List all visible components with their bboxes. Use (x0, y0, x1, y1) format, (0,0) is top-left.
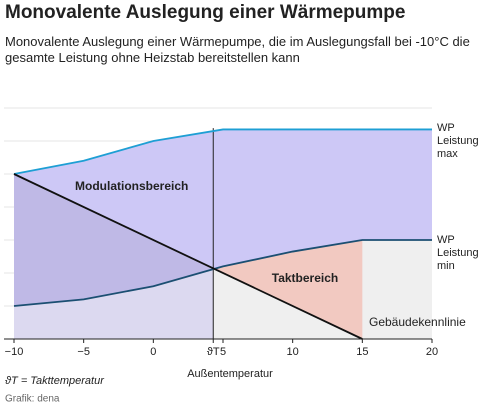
region-fill (213, 240, 363, 339)
chart-subtitle: Monovalente Auslegung einer Wärmepumpe, … (5, 34, 470, 65)
annotation: Taktbereich (272, 271, 338, 285)
chart-title: Monovalente Auslegung einer Wärmepumpe (5, 2, 406, 23)
series-label: Gebäudekennlinie (369, 315, 466, 329)
series-line (13, 239, 432, 307)
x-tick-label: 15 (356, 346, 368, 358)
region-fill (14, 269, 214, 339)
region-fill (14, 174, 214, 306)
x-tick-label: ϑT (207, 346, 220, 358)
x-axis-label: Außentemperatur (187, 368, 273, 380)
x-tick-label: 5 (220, 346, 226, 358)
series-line (13, 173, 363, 340)
series-label: WP Leistung min (437, 234, 479, 272)
fills (4, 107, 432, 340)
note: ϑT = Takttemperatur (5, 375, 105, 387)
x-tick-label: 20 (426, 346, 438, 358)
x-tick-label: −10 (5, 346, 24, 358)
annotation: Modulationsbereich (75, 179, 188, 193)
lines: Gebäudekennlinie Modulationsbereich Taktbe… (4, 128, 466, 358)
series-line (13, 128, 432, 175)
source: Grafik: dena (5, 394, 60, 405)
x-tick-label: 0 (150, 346, 156, 358)
series-label: WP Leistung max (437, 122, 479, 160)
x-tick-label: −5 (77, 346, 90, 358)
x-tick-label: 10 (287, 346, 299, 358)
